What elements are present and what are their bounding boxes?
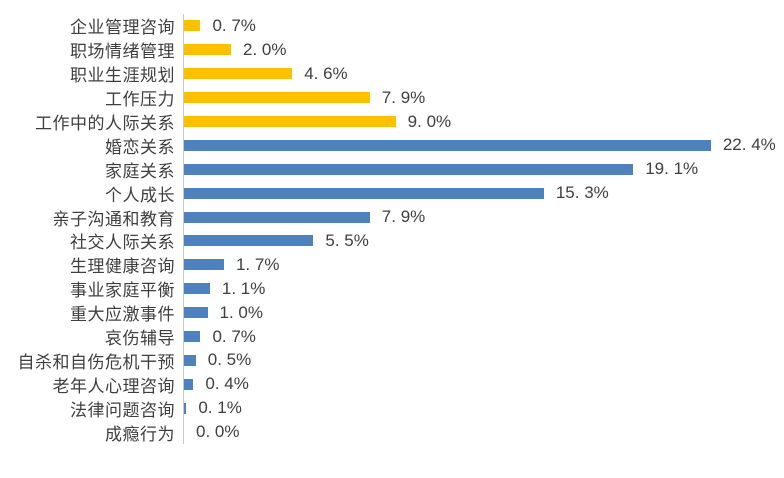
bar[interactable] [184,92,370,104]
bar-row: 亲子沟通和教育 7. 9% [0,205,784,230]
category-label: 职业生涯规划 [70,66,175,86]
category-label: 生理健康咨询 [70,257,175,277]
bar-row: 职场情绪管理 2. 0% [0,37,784,62]
plot-area: 4. 6% [183,61,784,86]
value-label: 0. 7% [212,326,256,346]
bar[interactable] [184,116,396,127]
plot-area: 22. 4% [183,133,784,158]
plot-area: 1. 7% [183,252,784,277]
category-label: 工作中的人际关系 [35,114,175,134]
bar-row: 社交人际关系 5. 5% [0,229,784,253]
category-label: 重大应激事件 [70,305,175,325]
category-label: 亲子沟通和教育 [52,209,175,229]
value-label: 1. 1% [221,278,266,298]
bar[interactable] [184,211,370,223]
plot-area: 15. 3% [183,181,784,206]
value-label: 0. 5% [207,350,252,370]
value-label: 5. 5% [325,230,369,250]
bar-row: 个人成长 15. 3% [0,181,784,206]
bar-rows: 企业管理咨询 0. 7% 职场情绪管理 2. 0% 职业生涯规划 4. 6% 工作压力 7. … [0,14,784,445]
category-label: 成瘾行为 [105,424,175,444]
value-label: 19. 1% [645,159,699,179]
bar-row: 重大应激事件 1. 0% [0,300,784,325]
bar-row: 哀伤辅导 0. 7% [0,324,784,349]
bar-row: 工作中的人际关系 9. 0% [0,109,784,134]
category-label: 职场情绪管理 [70,42,175,62]
bar-row: 家庭关系 19. 1% [0,157,784,182]
bar[interactable] [184,68,293,80]
value-label: 22. 4% [722,135,776,155]
bar-row: 法律问题咨询 0. 1% [0,396,784,421]
bar-row: 老年人心理咨询 0. 4% [0,372,784,397]
category-label: 老年人心理咨询 [52,376,175,396]
value-label: 7. 9% [381,87,426,107]
category-label: 自杀和自伤危机干预 [17,352,175,372]
plot-area: 1. 0% [183,300,784,325]
plot-area: 0. 0% [183,420,784,445]
category-label: 事业家庭平衡 [70,281,175,301]
bar-row: 婚恋关系 22. 4% [0,133,784,158]
value-label: 0. 0% [196,422,240,442]
category-label: 工作压力 [105,90,175,110]
bar-row: 成瘾行为 0. 0% [0,420,784,445]
bar-row: 生理健康咨询 1. 7% [0,252,784,277]
bar-row: 自杀和自伤危机干预 0. 5% [0,348,784,373]
category-label: 个人成长 [105,185,175,205]
plot-area: 2. 0% [183,37,784,62]
value-label: 1. 0% [219,302,263,322]
plot-area: 1. 1% [183,276,784,301]
category-label: 婚恋关系 [105,137,175,157]
plot-area: 0. 7% [183,14,784,38]
bar[interactable] [184,235,314,247]
value-label: 1. 7% [235,254,280,274]
bar-row: 工作压力 7. 9% [0,85,784,110]
category-label: 社交人际关系 [70,233,175,253]
value-label: 0. 7% [212,15,256,35]
category-label: 哀伤辅导 [105,329,175,349]
plot-area: 7. 9% [183,205,784,230]
plot-area: 0. 5% [183,348,784,373]
bar-row: 事业家庭平衡 1. 1% [0,276,784,301]
category-label: 家庭关系 [105,161,175,181]
value-label: 4. 6% [304,63,348,83]
plot-area: 0. 7% [183,324,784,349]
plot-area: 7. 9% [183,85,784,110]
bar[interactable] [184,20,201,32]
bar[interactable] [184,44,232,56]
bar[interactable] [184,259,224,271]
plot-area: 0. 1% [183,396,784,421]
plot-area: 9. 0% [183,109,784,134]
value-label: 15. 3% [555,183,609,203]
value-label: 0. 1% [198,398,242,418]
value-label: 9. 0% [407,111,452,131]
plot-area: 5. 5% [183,229,784,253]
plot-area: 19. 1% [183,157,784,182]
bar[interactable] [184,354,196,366]
bar[interactable] [184,331,201,343]
value-label: 0. 4% [205,374,249,394]
bar[interactable] [184,139,711,151]
bar[interactable] [184,307,208,319]
bar[interactable] [184,283,210,295]
bar[interactable] [184,163,634,175]
plot-area: 0. 4% [183,372,784,397]
value-label: 2. 0% [243,39,287,59]
bar[interactable] [184,402,187,414]
bar[interactable] [184,378,194,390]
category-label: 法律问题咨询 [70,400,175,420]
category-label: 企业管理咨询 [70,18,175,38]
value-label: 7. 9% [381,207,426,227]
bar-row: 职业生涯规划 4. 6% [0,61,784,86]
bar[interactable] [184,187,544,199]
bar-row: 企业管理咨询 0. 7% [0,14,784,38]
